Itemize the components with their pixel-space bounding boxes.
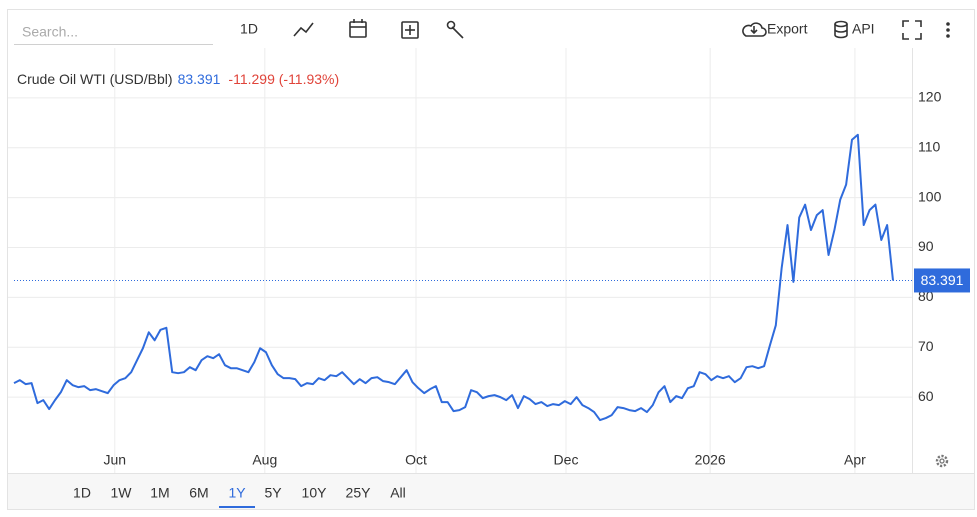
fullscreen-icon[interactable] [902,20,922,40]
y-tick-label: 70 [918,338,934,354]
range-button[interactable]: 1M [150,485,169,501]
menu-icon[interactable] [946,22,950,38]
x-tick-label: 2026 [695,452,726,468]
change: -11.299 (-11.93%) [228,71,339,87]
api-label[interactable]: API [852,21,875,37]
chart-type-icon[interactable] [293,22,314,37]
plot [13,133,912,422]
search-input[interactable]: Search... [22,24,78,40]
range-button[interactable]: 25Y [346,485,372,501]
x-tick-label: Dec [554,452,579,468]
x-tick-label: Oct [405,452,427,468]
settings-tool-icon[interactable] [446,20,464,39]
range-button[interactable]: 1Y [228,485,246,501]
calendar-icon[interactable] [349,19,367,38]
range-button[interactable]: 1D [73,485,91,501]
x-tick-label: Aug [252,452,277,468]
range-selected-underline [219,506,255,508]
x-tick-label: Jun [104,452,127,468]
y-tick-label: 100 [918,188,942,204]
legend: Crude Oil WTI (USD/Bbl) 83.391 -11.299 (-1… [17,71,339,87]
export-button[interactable]: Export [742,21,808,37]
export-label[interactable]: Export [767,21,808,37]
api-button[interactable]: API [834,20,875,39]
y-tick-label: 60 [918,388,934,404]
interval-button[interactable]: 1D [240,21,258,37]
last-price-label: 83.391 [921,272,964,288]
range-button[interactable]: All [390,485,406,501]
range-button[interactable]: 1W [111,485,133,501]
grid [8,48,912,473]
range-button[interactable]: 6M [189,485,208,501]
gear-icon[interactable] [935,454,949,468]
title: Crude Oil WTI (USD/Bbl) [17,71,173,87]
last-value: 83.391 [178,71,221,87]
range-button[interactable]: 5Y [264,485,282,501]
last-price-badge [914,268,970,293]
toolbar: Search... 1D Export API [14,19,950,45]
y-tick-label: 110 [918,138,941,154]
price-line [13,133,894,422]
y-tick-label: 90 [918,238,934,254]
compare-icon[interactable] [401,21,419,39]
frame [7,9,975,510]
range-button[interactable]: 10Y [302,485,328,501]
y-tick-label: 120 [918,89,942,105]
range-bar [8,474,974,509]
x-tick-label: Apr [844,452,866,468]
